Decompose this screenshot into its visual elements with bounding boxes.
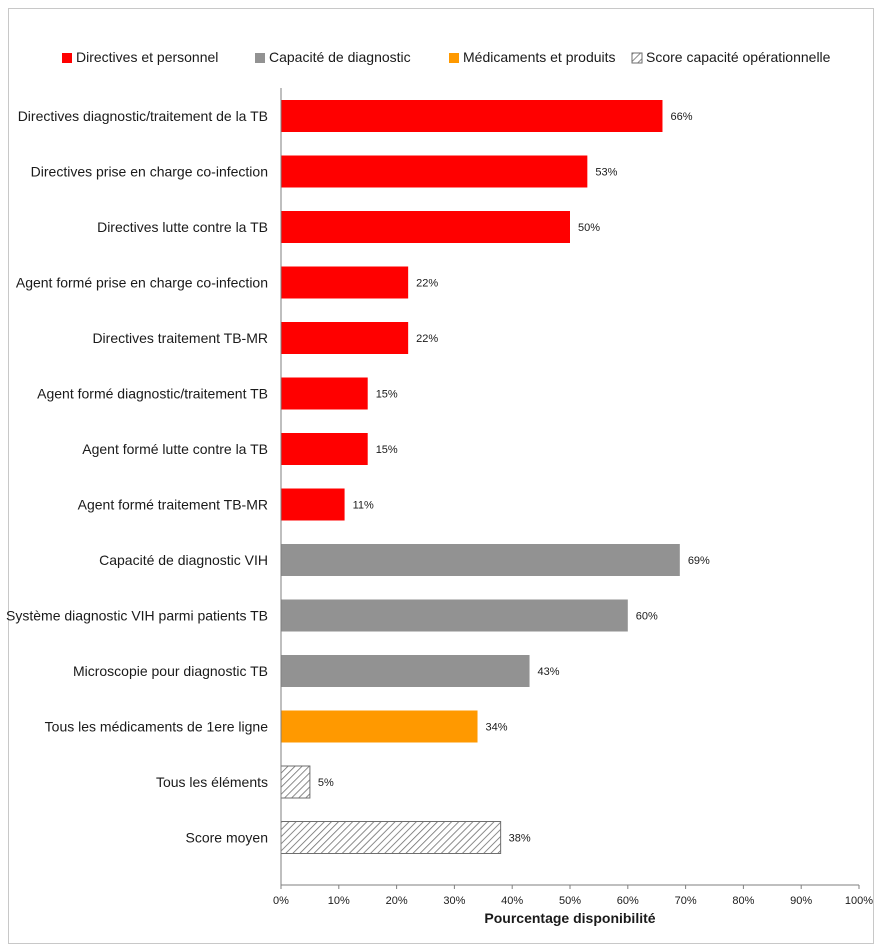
legend-swatch [631, 52, 643, 64]
bar-value-label: 38% [509, 833, 531, 845]
bar [281, 433, 368, 465]
bar-value-label: 43% [538, 666, 560, 678]
bar-value-label: 22% [416, 333, 438, 345]
category-label: Directives diagnostic/traitement de la T… [18, 108, 268, 124]
legend-label: Capacité de diagnostic [269, 49, 411, 65]
category-label: Directives lutte contre la TB [97, 219, 268, 235]
x-tick-label: 60% [617, 895, 639, 907]
category-label: Capacité de diagnostic VIH [99, 552, 268, 568]
bar-value-label: 50% [578, 222, 600, 234]
category-label: Microscopie pour diagnostic TB [73, 663, 268, 679]
bar [281, 655, 530, 687]
x-tick-label: 50% [559, 895, 581, 907]
x-tick-label: 0% [273, 895, 289, 907]
bar-value-label: 5% [318, 777, 334, 789]
bar [281, 322, 409, 354]
bar-value-label: 53% [595, 167, 617, 179]
category-label: Agent formé lutte contre la TB [82, 441, 268, 457]
x-tick-label: 90% [790, 895, 812, 907]
bar [281, 710, 478, 743]
legend-label: Score capacité opérationnelle [646, 49, 831, 65]
bar-value-label: 15% [376, 389, 398, 401]
legend-swatch [449, 53, 459, 63]
category-label: Directives traitement TB-MR [92, 330, 268, 346]
x-tick-label: 20% [386, 895, 408, 907]
bar [281, 155, 588, 188]
legend-swatch [255, 53, 265, 63]
legend-swatch [62, 53, 72, 63]
x-tick-label: 10% [328, 895, 350, 907]
category-label: Tous les éléments [156, 774, 268, 790]
category-label: Directives prise en charge co-infection [31, 164, 268, 180]
x-tick-label: 70% [675, 895, 697, 907]
bar [281, 266, 409, 299]
bar-value-label: 22% [416, 278, 438, 290]
x-tick-label: 30% [443, 895, 465, 907]
bar [281, 544, 680, 576]
category-label: Agent formé diagnostic/traitement TB [37, 386, 268, 402]
bar [280, 821, 502, 854]
category-label: Système diagnostic VIH parmi patients TB [6, 608, 268, 624]
bar-value-label: 15% [376, 444, 398, 456]
legend-label: Directives et personnel [76, 49, 218, 65]
bar [281, 488, 345, 521]
category-label: Agent formé prise en charge co-infection [16, 275, 268, 291]
bar [281, 211, 570, 243]
bar [281, 377, 368, 410]
bar [280, 765, 311, 799]
category-label: Tous les médicaments de 1ere ligne [45, 719, 269, 735]
bar-value-label: 60% [636, 611, 658, 623]
plot-area: Directives diagnostic/traitement de la T… [6, 88, 873, 907]
x-tick-label: 100% [845, 895, 873, 907]
x-tick-label: 40% [501, 895, 523, 907]
bar-value-label: 69% [688, 555, 710, 567]
category-label: Score moyen [186, 830, 268, 846]
bar [281, 599, 628, 632]
bar-value-label: 11% [353, 500, 374, 512]
chart-legend: Directives et personnel Capacité de diagn… [62, 49, 831, 65]
legend-label: Médicaments et produits [463, 49, 616, 65]
bar [281, 100, 663, 132]
x-axis-label: Pourcentage disponibilité [484, 910, 655, 926]
category-label: Agent formé traitement TB-MR [78, 497, 268, 513]
bar-value-label: 66% [670, 111, 692, 123]
x-tick-label: 80% [732, 895, 754, 907]
bar-value-label: 34% [486, 722, 508, 734]
